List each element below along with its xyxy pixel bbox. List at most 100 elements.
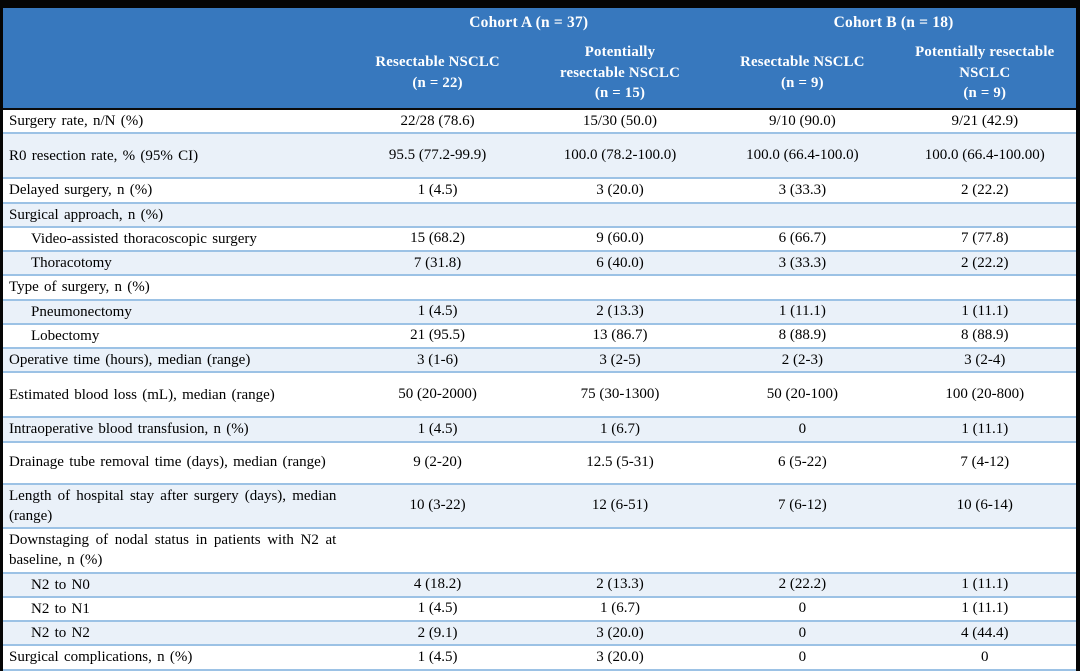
row-value-cohort-a-potentially-resectable: 6 (40.0) <box>596 254 644 271</box>
row-value-cohort-a-resectable: 50 (20-2000) <box>398 386 477 403</box>
row-label: N2 to N1 <box>31 600 90 617</box>
table-row: N2 to N2 2 (9.1) 3 (20.0) 0 4 (44.4) <box>3 622 1076 647</box>
row-label: Thoracotomy <box>31 255 112 271</box>
row-value-cohort-a-resectable: 1 (4.5) <box>417 303 458 320</box>
row-value-cohort-b-potentially-resectable: 2 (22.2) <box>961 254 1009 271</box>
row-value-cohort-a-potentially-resectable: 12 (6-51) <box>591 497 649 514</box>
table-row: N2 to N1 1 (4.5) 1 (6.7) 0 1 (11.1) <box>3 597 1076 622</box>
row-value-cohort-a-resectable: 1 (4.5) <box>417 600 458 617</box>
row-value-cohort-a-resectable: 9 (2-20) <box>413 454 462 470</box>
row-label: Length of hospital stay after surgery (d… <box>9 487 337 524</box>
table-row: Intraoperative blood transfusion, n (%) … <box>3 418 1076 443</box>
row-value-cohort-a-resectable: 21 (95.5) <box>410 327 466 344</box>
row-value-cohort-a-resectable: 3 (1-6) <box>416 351 459 368</box>
row-value-cohort-b-resectable: 0 <box>798 600 807 617</box>
table-row: Operative time (hours), median (range) 3… <box>3 349 1076 374</box>
table-row: Video-assisted thoracoscopic surgery 15 … <box>3 227 1076 252</box>
row-value-cohort-b-potentially-resectable <box>894 286 1076 288</box>
row-value-cohort-b-resectable: 3 (33.3) <box>778 181 827 198</box>
table-row: Estimated blood loss (mL), median (range… <box>3 373 1076 419</box>
cohort-b-header: Cohort B (n = 18) <box>833 14 954 31</box>
row-value-cohort-b-potentially-resectable: 100 (20-800) <box>945 386 1025 403</box>
row-value-cohort-a-resectable: 15 (68.2) <box>410 230 466 247</box>
column-header-cohort-b-resectable: Resectable NSCLC (n = 9) <box>740 54 865 91</box>
row-value-cohort-a-potentially-resectable: 15/30 (50.0) <box>582 112 658 129</box>
table-row: Surgical approach, n (%) <box>3 203 1076 228</box>
row-value-cohort-a-potentially-resectable <box>529 214 711 216</box>
row-value-cohort-b-potentially-resectable: 7 (77.8) <box>961 230 1009 247</box>
row-value-cohort-a-resectable <box>346 214 528 216</box>
row-label: N2 to N2 <box>31 625 90 641</box>
row-label: Operative time (hours), median (range) <box>9 352 251 368</box>
row-value-cohort-a-resectable: 7 (31.8) <box>413 254 462 271</box>
row-value-cohort-a-resectable: 95.5 (77.2-99.9) <box>388 147 487 164</box>
row-value-cohort-a-potentially-resectable: 75 (30-1300) <box>580 386 660 403</box>
row-value-cohort-b-resectable: 50 (20-100) <box>766 386 838 403</box>
row-label: Surgical approach, n (%) <box>9 206 164 223</box>
cohort-header-row: Cohort A (n = 37) Cohort B (n = 18) <box>3 8 1076 38</box>
cohort-a-header: Cohort A (n = 37) <box>469 14 589 31</box>
column-header-cohort-b-potentially-resectable: Potentially resectable NSCLC (n = 9) <box>915 43 1055 102</box>
column-header-cohort-a-potentially-resectable: Potentially resectable NSCLC (n = 15) <box>559 43 680 102</box>
row-label: Surgery rate, n/N (%) <box>9 113 144 129</box>
row-value-cohort-a-resectable: 22/28 (78.6) <box>400 112 475 129</box>
row-value-cohort-b-resectable: 8 (88.9) <box>778 327 827 344</box>
row-value-cohort-b-potentially-resectable: 10 (6-14) <box>956 497 1013 514</box>
row-value-cohort-b-potentially-resectable <box>894 214 1076 216</box>
row-value-cohort-b-resectable: 2 (22.2) <box>778 576 827 593</box>
row-value-cohort-a-potentially-resectable <box>529 286 711 288</box>
row-value-cohort-a-resectable: 2 (9.1) <box>417 624 458 641</box>
table-row: Downstaging of nodal status in patients … <box>3 529 1076 574</box>
table-body: Surgery rate, n/N (%) 22/28 (78.6) 15/30… <box>3 110 1076 671</box>
row-value-cohort-a-resectable <box>346 286 528 288</box>
row-value-cohort-a-potentially-resectable: 1 (6.7) <box>599 600 640 617</box>
row-label: Drainage tube removal time (days), media… <box>9 454 326 471</box>
row-value-cohort-b-resectable <box>711 549 893 551</box>
row-value-cohort-a-potentially-resectable: 3 (20.0) <box>596 624 644 641</box>
table-row: Surgical complications, n (%) 1 (4.5) 3 … <box>3 646 1076 671</box>
row-label: Pneumonectomy <box>31 303 132 320</box>
row-value-cohort-b-potentially-resectable: 1 (11.1) <box>961 303 1009 320</box>
row-value-cohort-b-potentially-resectable: 4 (44.4) <box>961 624 1009 641</box>
table-header: Cohort A (n = 37) Cohort B (n = 18) Rese… <box>3 8 1076 110</box>
column-header-cohort-a-resectable: Resectable NSCLC (n = 22) <box>375 54 500 91</box>
row-label: Type of surgery, n (%) <box>9 279 150 296</box>
row-label: Intraoperative blood transfusion, n (%) <box>9 421 249 438</box>
table-row: Pneumonectomy 1 (4.5) 2 (13.3) 1 (11.1) … <box>3 300 1076 325</box>
row-value-cohort-a-potentially-resectable: 3 (2-5) <box>599 351 641 368</box>
page-background: Cohort A (n = 37) Cohort B (n = 18) Rese… <box>3 8 1076 671</box>
row-value-cohort-b-resectable <box>711 286 893 288</box>
row-value-cohort-b-potentially-resectable: 0 <box>981 648 989 665</box>
table-row: Thoracotomy 7 (31.8) 6 (40.0) 3 (33.3) 2… <box>3 252 1076 277</box>
row-value-cohort-b-potentially-resectable: 2 (22.2) <box>961 181 1009 198</box>
row-value-cohort-b-resectable: 7 (6-12) <box>778 497 827 514</box>
row-value-cohort-a-potentially-resectable: 1 (6.7) <box>599 420 640 437</box>
row-value-cohort-b-potentially-resectable: 1 (11.1) <box>961 576 1009 593</box>
row-value-cohort-a-potentially-resectable: 12.5 (5-31) <box>586 454 654 470</box>
row-value-cohort-a-potentially-resectable <box>529 549 711 551</box>
row-value-cohort-b-resectable: 0 <box>798 624 807 641</box>
row-value-cohort-b-potentially-resectable: 7 (4-12) <box>960 454 1010 470</box>
row-value-cohort-a-potentially-resectable: 3 (20.0) <box>596 648 644 665</box>
row-value-cohort-b-potentially-resectable <box>894 549 1076 551</box>
table-row: Surgery rate, n/N (%) 22/28 (78.6) 15/30… <box>3 110 1076 135</box>
row-value-cohort-a-resectable: 10 (3-22) <box>409 497 466 514</box>
table-row: R0 resection rate, % (95% CI) 95.5 (77.2… <box>3 134 1076 180</box>
row-value-cohort-a-resectable: 1 (4.5) <box>417 648 458 665</box>
row-value-cohort-a-resectable: 1 (4.5) <box>417 181 458 198</box>
row-label: R0 resection rate, % (95% CI) <box>9 147 199 164</box>
row-value-cohort-b-resectable: 100.0 (66.4-100.0) <box>746 147 859 164</box>
row-value-cohort-b-resectable: 0 <box>798 420 807 437</box>
row-value-cohort-b-resectable: 6 (5-22) <box>778 454 827 470</box>
row-label: Video-assisted thoracoscopic surgery <box>31 230 257 247</box>
row-label: Lobectomy <box>31 327 100 344</box>
outcomes-table: Cohort A (n = 37) Cohort B (n = 18) Rese… <box>3 8 1076 671</box>
row-value-cohort-a-potentially-resectable: 9 (60.0) <box>596 230 644 247</box>
row-value-cohort-b-resectable: 2 (2-3) <box>781 351 823 368</box>
row-value-cohort-b-potentially-resectable: 3 (2-4) <box>964 351 1006 368</box>
row-value-cohort-a-potentially-resectable: 3 (20.0) <box>596 181 644 198</box>
row-label: Surgical complications, n (%) <box>9 649 193 666</box>
table-row: Delayed surgery, n (%) 1 (4.5) 3 (20.0) … <box>3 179 1076 204</box>
row-label: N2 to N0 <box>31 576 90 593</box>
row-value-cohort-b-resectable: 1 (11.1) <box>778 303 826 320</box>
